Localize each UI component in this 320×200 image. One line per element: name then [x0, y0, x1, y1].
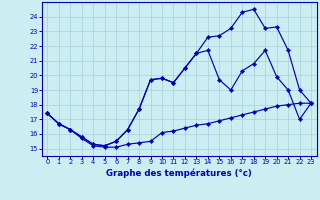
X-axis label: Graphe des températures (°c): Graphe des températures (°c)	[106, 168, 252, 178]
